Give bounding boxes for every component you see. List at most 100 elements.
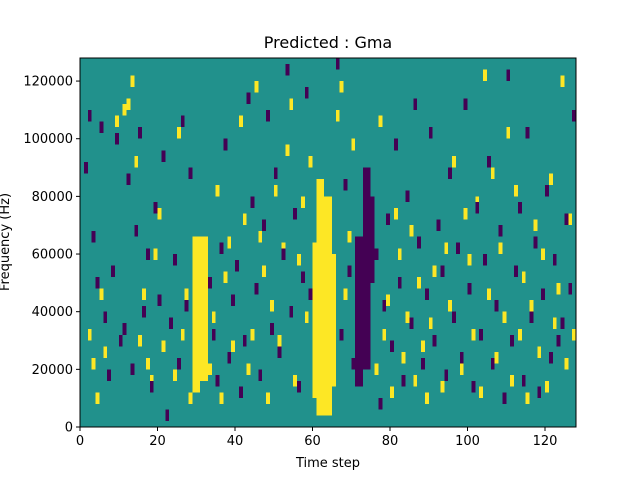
heatmap-high-cell (289, 98, 294, 110)
heatmap-high-cell (308, 156, 313, 168)
heatmap-low-cell (529, 311, 534, 324)
heatmap-high-cell (242, 213, 247, 226)
heatmap-low-cell (250, 196, 255, 208)
heatmap-high-cell (479, 386, 483, 399)
heatmap-high-cell (386, 294, 390, 306)
heatmap-low-cell (188, 167, 193, 180)
heatmap-high-cell (192, 242, 197, 255)
heatmap-low-cell (459, 352, 464, 364)
heatmap-low-cell (452, 311, 456, 324)
heatmap-high-cell (417, 277, 421, 289)
heatmap-low-cell (382, 300, 387, 312)
heatmap-high-cell (401, 352, 406, 364)
heatmap-low-cell (126, 173, 131, 185)
heatmap-low-cell (281, 248, 286, 260)
heatmap-high-cell (545, 380, 549, 393)
y-tick-label: 120000 (23, 75, 73, 90)
heatmap-high-cell (134, 156, 139, 168)
heatmap-high-cell (498, 242, 503, 255)
x-tick-label: 0 (76, 434, 84, 449)
heatmap-high-cell (560, 75, 565, 87)
heatmap-low-cell (103, 311, 108, 324)
heatmap-high-cell (285, 144, 290, 157)
heatmap-low-cell (138, 127, 142, 139)
heatmap-low-cell (111, 265, 115, 278)
heatmap-low-cell (560, 317, 565, 329)
heatmap-high-cell (153, 248, 158, 260)
heatmap-high-cell (459, 363, 464, 376)
heatmap-high-cell (300, 196, 305, 208)
heatmap-low-cell (421, 357, 425, 370)
heatmap-high-cell (277, 334, 282, 347)
heatmap-low-cell (568, 282, 573, 295)
heatmap-high-cell (211, 311, 216, 324)
heatmap-low-cell (471, 380, 476, 393)
heatmap-high-cell (95, 392, 100, 404)
heatmap-high-cell (552, 317, 557, 329)
y-tick-label: 0 (65, 421, 73, 436)
heatmap-cells (80, 58, 576, 427)
x-tick-label: 40 (227, 434, 244, 449)
heatmap-low-cell (351, 357, 356, 370)
heatmap-low-cell (293, 207, 297, 220)
heatmap-high-cell (157, 207, 162, 220)
heatmap-high-band (312, 242, 317, 399)
plot-frame (79, 57, 577, 428)
heatmap-high-cell (390, 386, 394, 399)
heatmap-low-cell (486, 156, 491, 168)
heatmap-high-cell (250, 328, 255, 341)
heatmap-low-cell (335, 58, 340, 70)
heatmap-low-cell (300, 271, 305, 283)
heatmap-low-cell (552, 254, 557, 266)
heatmap-high-cell (556, 282, 561, 295)
heatmap-high-cell (564, 357, 569, 370)
heatmap-low-cell (134, 225, 139, 237)
heatmap-low-band (355, 236, 363, 387)
heatmap-high-cell (215, 184, 220, 197)
heatmap-low-cell (304, 86, 309, 99)
heatmap-low-cell (455, 242, 460, 255)
heatmap-high-cell (533, 219, 538, 231)
heatmap-low-cell (87, 109, 92, 122)
heatmap-low-cell (537, 386, 542, 399)
heatmap-low-cell (564, 213, 569, 226)
heatmap-high-cell (514, 184, 518, 197)
heatmap-high-cell (219, 392, 224, 404)
heatmap-low-cell (428, 127, 433, 139)
heatmap-high-cell (335, 109, 340, 122)
heatmap-high-band (316, 179, 325, 416)
heatmap-low-cell (343, 179, 348, 191)
heatmap-low-cell (285, 63, 290, 76)
heatmap-low-cell (475, 202, 480, 214)
heatmap-low-cell (277, 346, 282, 358)
heatmap-high-cell (266, 392, 270, 404)
heatmap-high-band (324, 196, 332, 416)
heatmap-low-cell (130, 363, 135, 376)
heatmap-high-cell (223, 271, 228, 283)
heatmap-low-cell (494, 300, 499, 312)
heatmap-high-cell (444, 242, 449, 255)
heatmap-high-cell (548, 173, 553, 185)
heatmap-low-cell (483, 254, 487, 266)
heatmap-low-cell (153, 202, 158, 214)
heatmap-high-cell (126, 98, 131, 110)
heatmap-high-cell (421, 340, 425, 353)
y-axis-label: Frequency (Hz) (0, 193, 13, 291)
x-axis: 0 20 40 60 80 100 120 (76, 427, 557, 449)
heatmap-low-cell (386, 213, 390, 226)
heatmap-low-cell (401, 375, 406, 387)
heatmap-high-cell (413, 375, 418, 387)
heatmap-low-cell (374, 248, 379, 260)
y-tick-label: 100000 (23, 132, 73, 147)
heatmap-low-cell (258, 369, 263, 381)
heatmap-low-cell (207, 277, 212, 289)
heatmap-high-cell (184, 288, 189, 301)
heatmap-high-cell (351, 138, 356, 151)
x-tick-label: 60 (304, 434, 321, 449)
heatmap-high-cell (258, 230, 263, 243)
heatmap-high-cell (293, 375, 297, 387)
heatmap-high-cell (521, 271, 526, 283)
heatmap-low-cell (273, 167, 278, 180)
heatmap-low-cell (238, 386, 243, 399)
